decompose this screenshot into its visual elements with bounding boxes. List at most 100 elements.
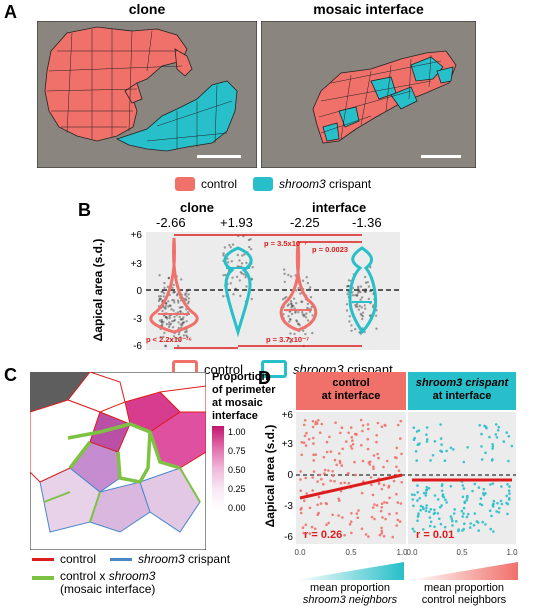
scatter-point xyxy=(339,489,343,493)
scatter-point xyxy=(500,502,504,506)
legend-a: control shroom3 crispant xyxy=(175,177,371,191)
scatter-point xyxy=(367,461,371,464)
scatter-point xyxy=(505,431,508,434)
scatter-point xyxy=(425,426,429,429)
scatter-point xyxy=(395,512,398,515)
jitter-point xyxy=(354,293,357,297)
jitter-point xyxy=(247,238,251,242)
jitter-point xyxy=(295,302,298,305)
scatter-point xyxy=(304,476,307,480)
jitter-point xyxy=(182,321,186,324)
scatter-point xyxy=(425,440,429,443)
scatter-point xyxy=(361,459,365,463)
jitter-point xyxy=(238,279,241,282)
scatter-point xyxy=(415,459,418,462)
jitter-point xyxy=(160,321,163,324)
jitter-point xyxy=(185,330,188,333)
scatter-point xyxy=(384,517,387,521)
jitter-point xyxy=(363,290,367,294)
scatter-point xyxy=(418,497,421,500)
jitter-point xyxy=(180,318,183,321)
jitter-point xyxy=(173,315,176,319)
scatter-point xyxy=(343,533,346,537)
jitter-point xyxy=(169,322,173,326)
jitter-point xyxy=(281,298,285,301)
scatter-point xyxy=(495,510,498,513)
jitter-point xyxy=(363,275,367,279)
jitter-point xyxy=(244,276,247,279)
scatter-point xyxy=(361,429,364,433)
scatter-shroom3-points xyxy=(410,423,514,533)
jitter-point xyxy=(305,312,308,315)
jitter-point xyxy=(366,281,369,284)
jitter-point xyxy=(172,319,176,323)
scatter-point xyxy=(357,509,360,512)
jitter-point xyxy=(175,337,178,340)
jitter-point xyxy=(245,261,248,265)
scatter-point xyxy=(425,486,429,489)
scatter-point xyxy=(463,501,467,504)
scatter-point xyxy=(319,502,323,505)
jitter-point xyxy=(345,309,349,312)
jitter-point xyxy=(301,313,304,316)
jitter-point xyxy=(295,319,298,322)
median-2: +1.93 xyxy=(220,215,253,230)
scatter-point xyxy=(372,454,376,457)
scatter-point xyxy=(477,529,480,532)
jitter-point xyxy=(348,315,351,318)
median-1: -2.66 xyxy=(156,215,186,230)
scatter-point xyxy=(450,517,454,521)
xlabel-d-right: mean proportion control neighbors xyxy=(410,582,518,606)
scatter-point xyxy=(473,482,477,486)
scatter-point xyxy=(385,501,389,505)
scatter-point xyxy=(380,526,383,530)
scatter-point xyxy=(327,469,330,472)
jitter-point xyxy=(187,297,190,300)
scatter-point xyxy=(398,520,402,523)
scatter-point xyxy=(331,470,334,473)
jitter-point xyxy=(360,296,364,299)
scatter-point xyxy=(388,512,391,516)
scatter-point xyxy=(337,497,340,501)
scatter-point xyxy=(505,501,508,505)
scatter-point xyxy=(396,518,400,522)
xtick-l-1: 0.5 xyxy=(345,548,357,557)
scatter-point xyxy=(354,432,358,436)
scatter-point xyxy=(400,481,403,484)
jitter-point xyxy=(298,324,301,327)
jitter-point xyxy=(351,294,355,297)
jitter-point xyxy=(177,333,181,336)
jitter-point xyxy=(359,290,362,294)
jitter-point xyxy=(162,320,165,324)
scatter-point xyxy=(439,522,443,526)
scatter-point xyxy=(433,525,436,529)
jitter-point xyxy=(289,300,293,303)
facet-title-shroom3-line-1: shroom3 crispant xyxy=(415,377,509,389)
scatter-point xyxy=(480,432,483,436)
scatter-point xyxy=(314,420,318,424)
scatter-point xyxy=(337,514,340,517)
jitter-point xyxy=(164,316,168,319)
scatter-point xyxy=(328,435,331,439)
jitter-point xyxy=(301,279,305,282)
jitter-point xyxy=(187,288,190,292)
scatter-point xyxy=(410,493,414,496)
scatter-point xyxy=(311,476,314,479)
jitter-point xyxy=(304,332,307,336)
scatter-point xyxy=(480,445,483,448)
jitter-point xyxy=(157,295,161,298)
scatter-point xyxy=(373,503,376,506)
jitter-point xyxy=(165,302,168,305)
jitter-point xyxy=(346,293,349,296)
shroom3-swatch xyxy=(253,177,274,191)
colorbar-ticks: 1.00 0.75 0.50 0.25 0.00 xyxy=(228,423,246,518)
panel-d-letter: D xyxy=(258,368,271,388)
scatter-point xyxy=(498,506,501,510)
scatter-point xyxy=(433,508,436,512)
ytick-d-3: -3 xyxy=(284,501,293,512)
jitter-point xyxy=(238,259,241,262)
jitter-point xyxy=(282,268,286,271)
scatter-point xyxy=(320,422,324,426)
scatter-point xyxy=(469,522,472,525)
jitter-point xyxy=(367,285,371,288)
